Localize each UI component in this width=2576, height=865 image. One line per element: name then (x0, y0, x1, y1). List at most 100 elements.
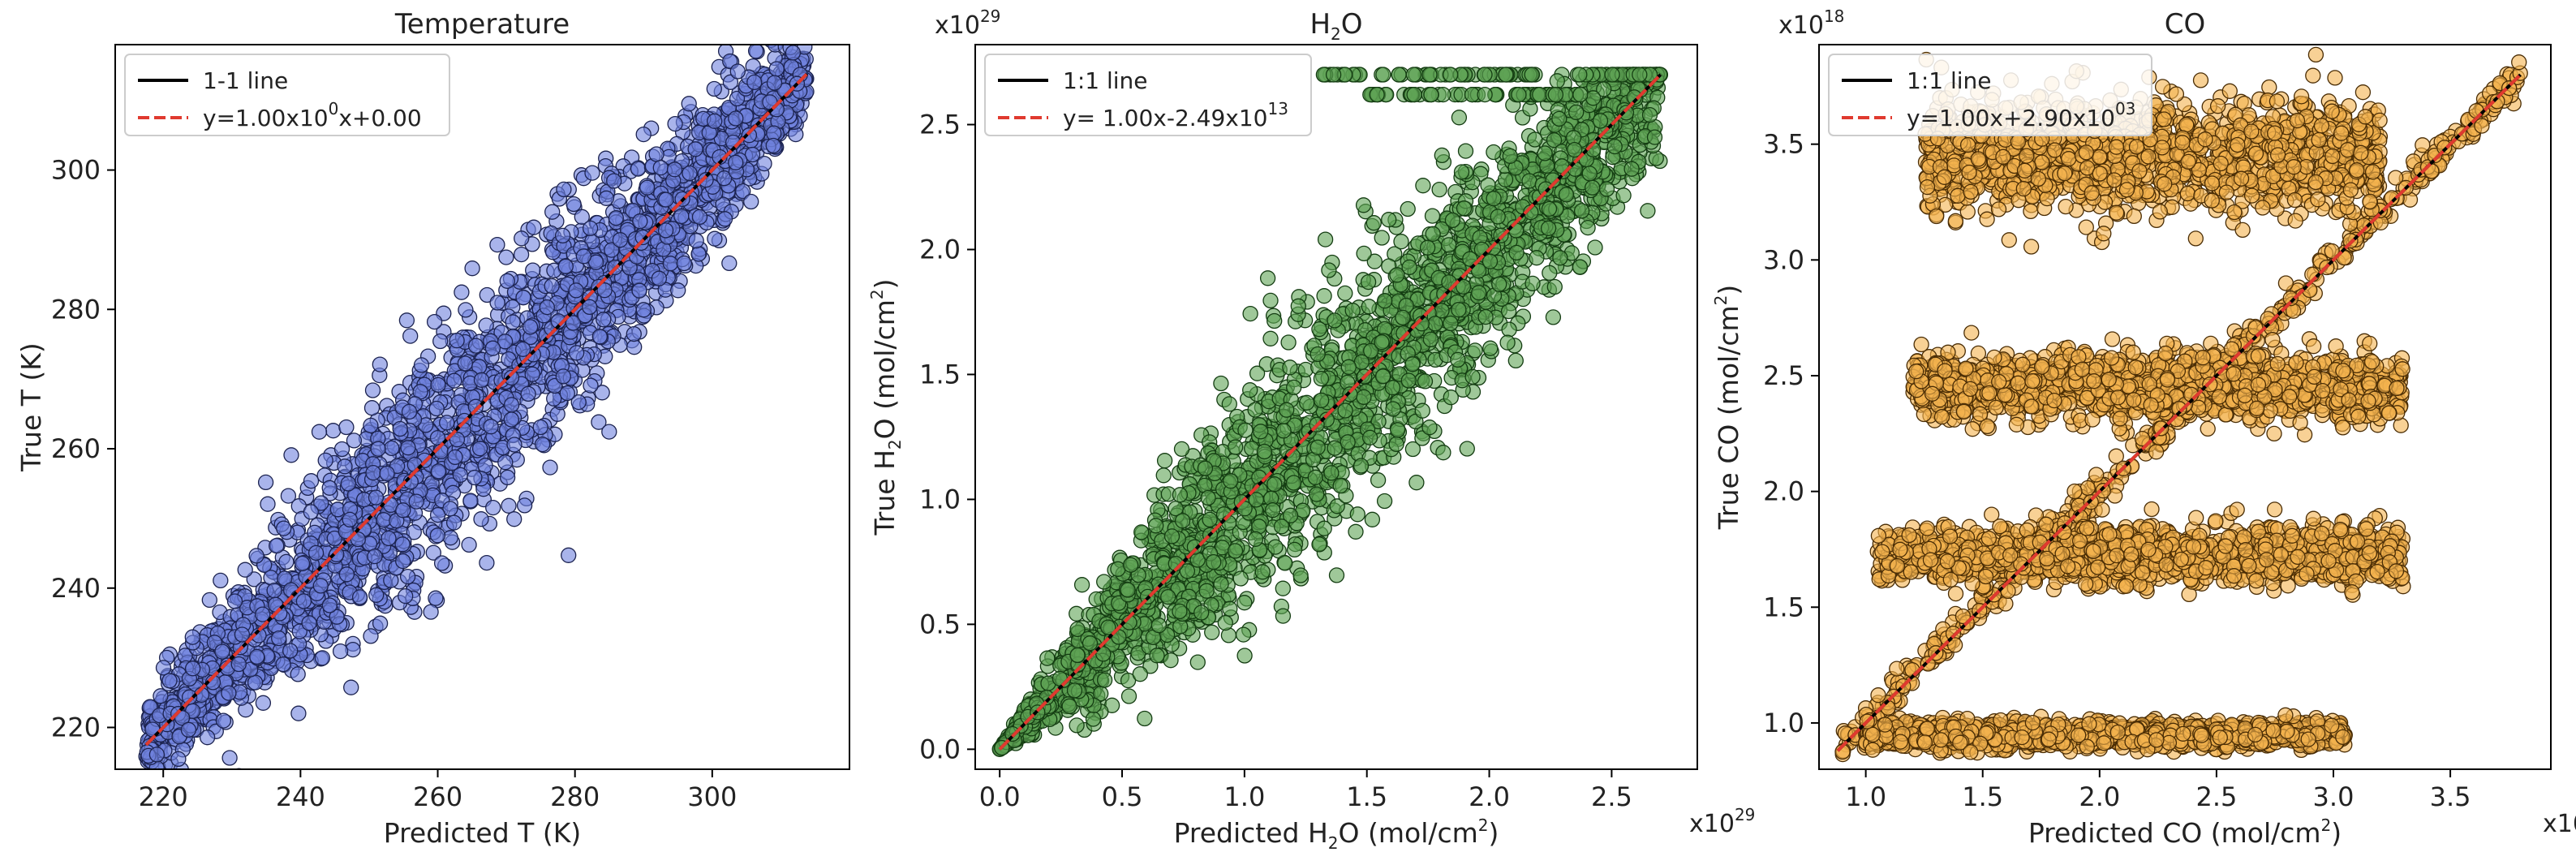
data-point (1282, 359, 1298, 376)
data-point (1249, 365, 1266, 381)
data-point (1542, 265, 1558, 281)
y-tick-label: 260 (51, 433, 101, 464)
x-axis-label: Predicted T (K) (384, 817, 581, 849)
data-point (514, 230, 530, 247)
data-point (473, 372, 490, 388)
data-point (729, 90, 746, 107)
y-tick-label: 240 (51, 573, 101, 604)
data-point (479, 554, 495, 571)
data-point (483, 419, 499, 435)
data-point (657, 222, 674, 239)
data-point (433, 555, 450, 571)
data-point (658, 192, 674, 208)
data-point (1453, 164, 1470, 180)
data-point (1292, 567, 1309, 583)
data-point (430, 377, 446, 394)
data-point (395, 502, 411, 519)
data-point (329, 609, 345, 625)
data-point (555, 368, 571, 385)
data-point (756, 155, 772, 172)
data-point (249, 648, 265, 665)
data-point (568, 345, 585, 361)
data-point (722, 74, 739, 90)
y-axis-label: True T (K) (15, 342, 47, 472)
data-point (148, 747, 166, 763)
data-point (539, 299, 555, 316)
data-point (554, 227, 571, 244)
data-point (467, 338, 484, 354)
data-point (317, 452, 333, 469)
data-point (1349, 506, 1365, 523)
data-point (294, 555, 311, 572)
data-point (461, 536, 477, 553)
data-point (1262, 330, 1279, 346)
data-point (290, 666, 306, 682)
data-point (1310, 346, 1326, 363)
data-point (1508, 244, 1525, 261)
data-point (1444, 212, 1461, 229)
data-point (1626, 89, 1642, 105)
data-point (170, 751, 187, 768)
legend-entry-label: 1-1 line (203, 67, 288, 94)
data-point (526, 219, 542, 235)
fit-line (144, 72, 808, 747)
data-point (1355, 197, 1372, 213)
data-point (1327, 440, 1343, 456)
data-point (368, 587, 385, 603)
data-point (1137, 710, 1153, 727)
data-point (596, 282, 613, 299)
data-point (1587, 239, 1603, 256)
data-point (257, 474, 274, 491)
data-point (1204, 624, 1220, 640)
data-point (716, 170, 733, 187)
data-point (1148, 518, 1164, 534)
data-point (428, 590, 444, 606)
data-point (255, 695, 272, 711)
data-point (467, 398, 484, 415)
data-point (489, 295, 505, 311)
data-point (255, 606, 271, 622)
data-point (1451, 110, 1468, 126)
data-point (1323, 465, 1340, 481)
legend: 1-1 line y=1.00x100x+0.00 (124, 54, 450, 136)
data-point (1527, 131, 1543, 148)
data-point (1374, 230, 1390, 246)
data-point (1120, 688, 1137, 704)
data-point (432, 333, 449, 350)
data-point (1585, 179, 1601, 196)
data-point (260, 496, 276, 512)
data-point (594, 385, 610, 401)
data-point (707, 230, 723, 247)
data-point (506, 437, 523, 453)
data-point (1364, 511, 1381, 527)
data-point (237, 562, 253, 578)
data-point (1482, 340, 1499, 356)
data-point (1200, 489, 1216, 506)
data-point (1133, 524, 1150, 540)
data-point (312, 578, 329, 594)
data-point (632, 213, 648, 230)
data-point (321, 480, 338, 496)
data-point (342, 511, 358, 528)
scatter-points (991, 67, 1669, 757)
data-point (401, 403, 418, 420)
temperature-panel: 220 240 260 280 300220240260280300Temperatur… (15, 8, 850, 849)
legend-entry-label: y=1.00x100x+0.00 (203, 99, 422, 131)
data-point (604, 242, 620, 258)
data-point (394, 536, 411, 553)
data-point (402, 328, 419, 344)
data-point (442, 501, 458, 517)
data-point (338, 419, 355, 436)
data-point (601, 424, 617, 440)
data-point (608, 209, 624, 226)
data-point (392, 420, 408, 437)
data-point (582, 299, 598, 316)
data-point (1242, 382, 1258, 398)
data-point (398, 312, 415, 329)
data-point (1393, 234, 1409, 250)
data-point (768, 61, 785, 77)
data-point (1275, 608, 1292, 624)
data-point (743, 193, 759, 210)
data-point (311, 424, 328, 440)
data-point (1414, 402, 1430, 419)
